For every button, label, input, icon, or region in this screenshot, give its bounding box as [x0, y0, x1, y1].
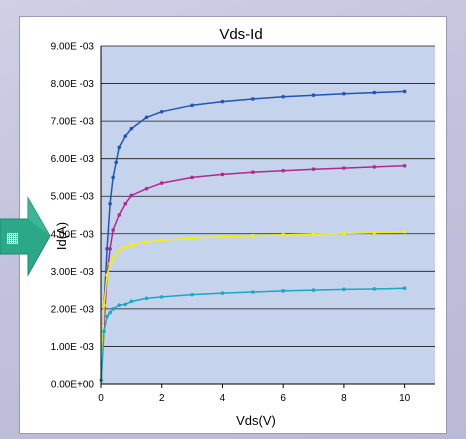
data-point — [190, 175, 194, 180]
series-line-2 — [100, 165, 405, 381]
data-point — [190, 236, 194, 241]
grid-lines — [101, 45, 435, 347]
data-point — [342, 231, 346, 236]
x-tick-label: 6 — [280, 393, 286, 404]
data-point — [105, 247, 109, 251]
data-point — [108, 262, 112, 266]
data-point — [123, 201, 128, 206]
arrow-shape — [0, 196, 51, 277]
x-tick-labels: 0 2 4 6 8 10 — [98, 384, 411, 404]
data-point — [281, 94, 285, 99]
data-point — [402, 164, 407, 168]
data-point — [342, 91, 346, 96]
data-point — [311, 167, 316, 171]
x-axis-label: Vds(V) — [236, 413, 276, 428]
data-point — [123, 245, 128, 249]
data-point — [111, 175, 115, 180]
data-point — [220, 234, 225, 239]
data-point — [129, 243, 134, 247]
data-point — [251, 97, 255, 101]
y-tick-label: 7.00E -03 — [51, 117, 95, 128]
data-point — [159, 295, 164, 299]
data-point — [117, 145, 122, 150]
data-point — [129, 193, 134, 198]
x-tick-label: 10 — [399, 393, 411, 404]
data-point — [123, 134, 128, 138]
data-point — [114, 160, 118, 165]
arrow-overlay: ▦ — [0, 196, 51, 277]
y-tick-label: 4.00E -03 — [51, 229, 95, 240]
data-point — [102, 329, 106, 334]
x-tick-label: 2 — [159, 393, 165, 404]
grid-icon: ▦ — [6, 229, 19, 245]
y-axis-label: Id(A) — [54, 222, 69, 250]
data-point — [129, 126, 134, 131]
y-tick-label: 5.00E -03 — [51, 192, 95, 203]
data-point — [220, 291, 225, 295]
y-tick-label: 8.00E -03 — [51, 79, 95, 90]
data-point — [251, 170, 255, 174]
data-point — [111, 256, 115, 260]
data-point — [281, 233, 285, 237]
data-point — [402, 286, 407, 291]
arrow-highlight — [28, 198, 50, 236]
y-tick-label: 1.00E -03 — [51, 342, 95, 353]
data-point — [402, 230, 407, 234]
data-point — [311, 288, 316, 292]
data-point — [220, 172, 225, 177]
data-point — [105, 273, 109, 277]
data-point — [108, 201, 112, 206]
data-point — [311, 93, 316, 97]
data-point — [144, 115, 149, 120]
data-point — [123, 302, 128, 307]
data-point — [117, 248, 122, 253]
data-point — [111, 228, 115, 232]
data-point — [144, 240, 149, 244]
series-layer — [99, 89, 407, 383]
data-point — [372, 230, 377, 235]
data-point — [108, 310, 112, 315]
plot-area — [101, 46, 435, 384]
data-point — [159, 181, 164, 185]
data-point — [342, 287, 346, 292]
data-point — [190, 292, 194, 297]
data-point — [144, 296, 149, 301]
series-line-3 — [100, 231, 405, 381]
data-point — [105, 314, 109, 319]
y-tick-label: 0.00E+00 — [51, 380, 95, 391]
data-point — [111, 307, 115, 311]
data-point — [372, 90, 377, 95]
y-tick-label: 2.00E -03 — [51, 304, 95, 315]
data-point — [159, 109, 164, 114]
y-tick-label: 6.00E -03 — [51, 154, 95, 165]
data-point — [108, 247, 112, 251]
data-point — [220, 99, 225, 104]
data-point — [117, 303, 122, 307]
data-point — [281, 289, 285, 293]
chart-title: Vds-Id — [219, 26, 262, 43]
data-point — [159, 238, 164, 242]
data-point — [402, 89, 407, 94]
data-point — [117, 213, 122, 217]
y-tick-label: 9.00E -03 — [51, 42, 95, 53]
data-point — [251, 233, 255, 238]
x-tick-label: 8 — [341, 393, 347, 404]
data-point — [251, 290, 255, 294]
data-point — [342, 166, 346, 170]
data-point — [102, 303, 106, 307]
data-point — [311, 232, 316, 236]
x-tick-label: 0 — [98, 393, 104, 404]
x-tick-label: 4 — [220, 393, 226, 404]
data-point — [372, 287, 377, 291]
data-point — [190, 103, 194, 108]
data-point — [281, 168, 285, 173]
data-point — [372, 165, 377, 169]
y-tick-label: 3.00E -03 — [51, 267, 95, 278]
y-tick-labels: 0.00E+00 1.00E -03 2.00E -03 3.00E -03 4.00E… — [51, 42, 95, 391]
data-point — [144, 186, 149, 191]
data-point — [129, 299, 134, 304]
